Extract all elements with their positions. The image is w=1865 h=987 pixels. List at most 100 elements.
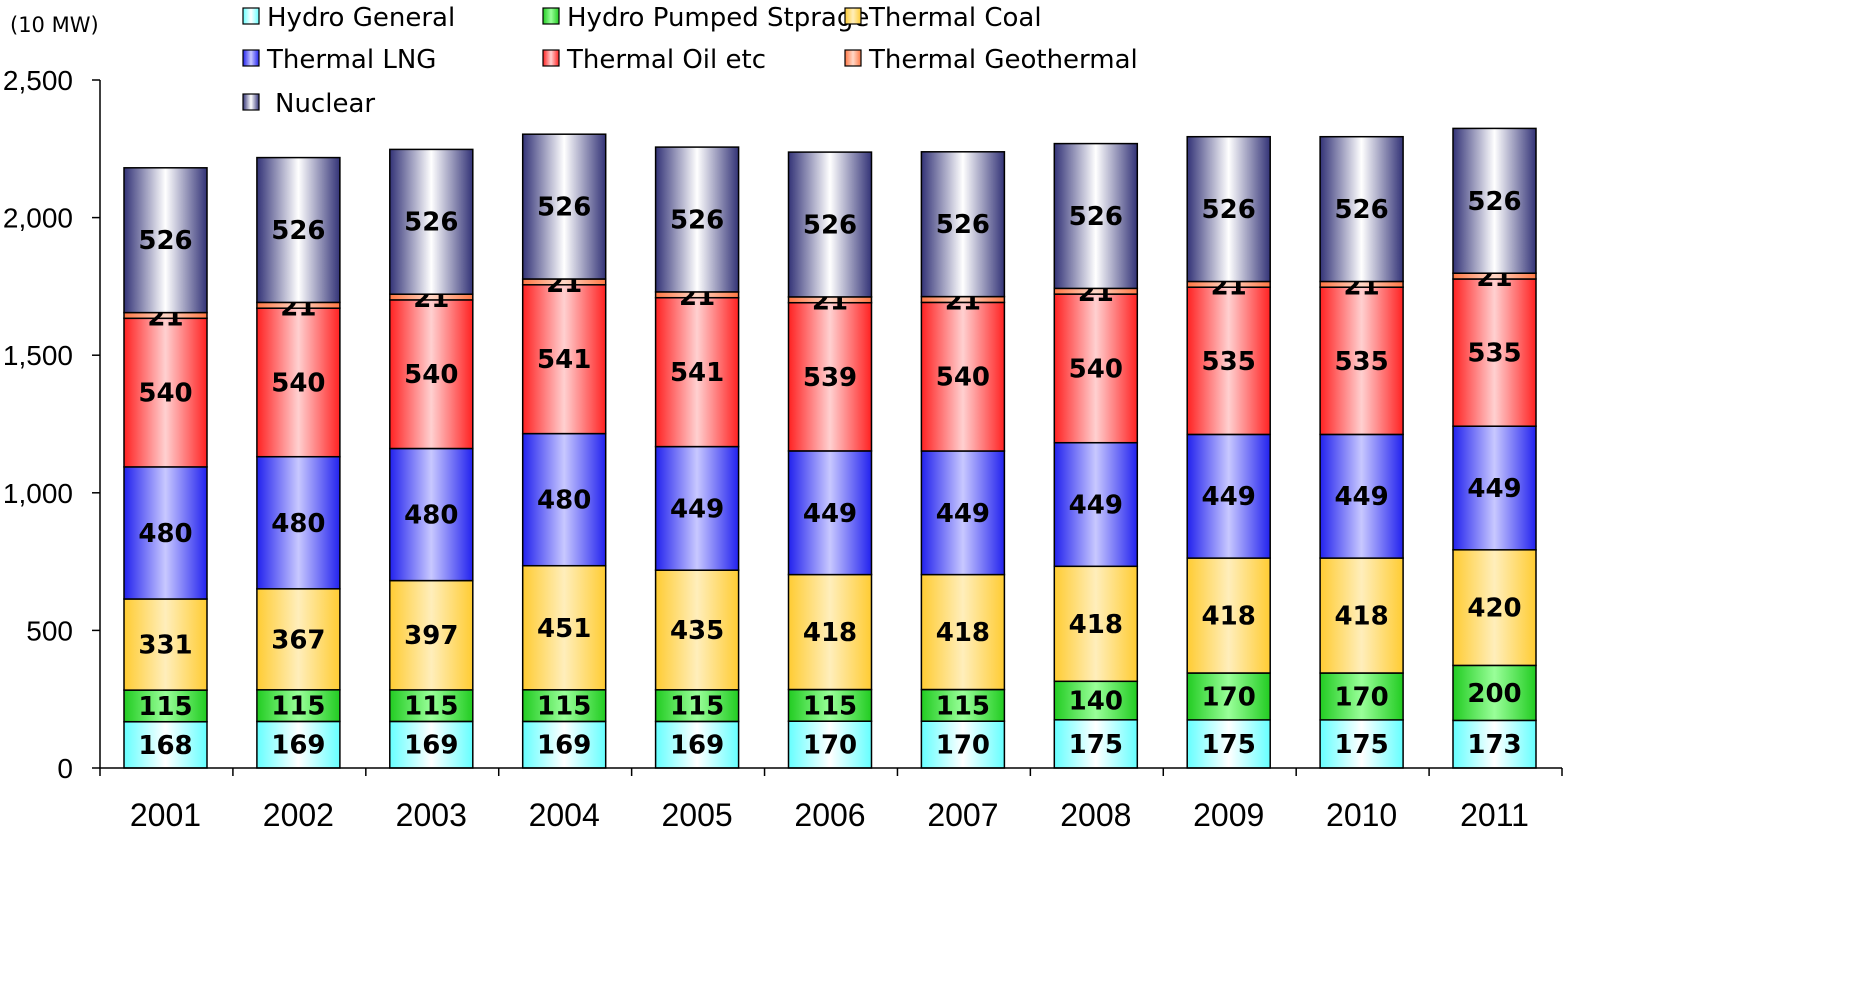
legend-swatch-thermal-coal: [844, 7, 862, 25]
bar-segment-nuclear-2007: [920, 151, 1006, 298]
legend-label-nuclear: Nuclear: [275, 89, 375, 119]
legend-swatch-thermal-geothermal: [844, 49, 862, 67]
data-label-hydro-pumped-stprage-2004: 115: [537, 692, 591, 722]
bar-segment-nuclear-2009: [1186, 135, 1271, 283]
bar-segment-hydro-general-2005: [654, 720, 740, 769]
bar-segment-hydro-general-2001: [123, 721, 208, 769]
x-tick-label-2002: 2002: [263, 797, 334, 833]
data-label-nuclear-2001: 526: [138, 226, 192, 256]
data-label-thermal-coal-2007: 418: [936, 618, 990, 648]
data-label-thermal-oil-etc-2008: 540: [1069, 354, 1123, 384]
data-label-thermal-oil-etc-2001: 540: [138, 379, 192, 409]
x-tick-label-2006: 2006: [794, 797, 865, 833]
data-label-thermal-lng-2006: 449: [803, 499, 857, 529]
data-label-hydro-pumped-stprage-2003: 115: [404, 692, 458, 722]
bar-segment-thermal-lng-2001: [123, 466, 208, 600]
bar-segment-thermal-lng-2003: [389, 447, 474, 582]
bar-segment-thermal-lng-2002: [256, 455, 341, 590]
legend: Hydro General Hydro Pumped Stprage Thermal…: [242, 3, 1138, 119]
legend-swatch-thermal-oil-etc: [542, 49, 560, 67]
data-label-hydro-general-2011: 173: [1467, 730, 1521, 760]
data-label-nuclear-2008: 526: [1069, 202, 1123, 232]
bar-segment-hydro-pumped-stprage-2005: [654, 689, 740, 723]
bar-segment-thermal-oil-etc-2010: [1319, 286, 1404, 436]
bar-segment-thermal-coal-2006: [787, 573, 873, 691]
data-label-hydro-pumped-stprage-2010: 170: [1334, 682, 1388, 712]
bar-segment-nuclear-2005: [654, 146, 740, 293]
y-tick-label: 2,000: [3, 203, 73, 234]
data-label-thermal-coal-2001: 331: [138, 631, 192, 661]
data-label-thermal-coal-2003: 397: [404, 621, 458, 651]
bar-segment-hydro-pumped-stprage-2007: [920, 688, 1006, 722]
bar-segment-nuclear-2003: [389, 148, 474, 295]
data-label-thermal-lng-2003: 480: [404, 501, 458, 531]
legend-swatch-nuclear: [242, 93, 260, 111]
bar-segment-hydro-pumped-stprage-2001: [123, 689, 208, 723]
data-label-hydro-general-2010: 175: [1334, 730, 1388, 760]
bar-segment-nuclear-2006: [787, 151, 873, 298]
bar-segment-hydro-general-2008: [1053, 719, 1139, 769]
data-label-thermal-lng-2001: 480: [138, 519, 192, 549]
data-label-thermal-coal-2005: 435: [670, 616, 724, 646]
bar-segment-hydro-general-2009: [1186, 719, 1271, 769]
x-tick-label-2009: 2009: [1193, 797, 1264, 833]
bar-segment-thermal-coal-2010: [1319, 557, 1404, 674]
bar-segment-hydro-pumped-stprage-2011: [1452, 664, 1537, 722]
bar-segment-thermal-oil-etc-2009: [1186, 286, 1271, 436]
x-tick-label-2004: 2004: [529, 797, 600, 833]
bar-segment-thermal-coal-2002: [256, 588, 341, 691]
bar-segment-hydro-pumped-stprage-2009: [1186, 672, 1271, 721]
x-tick-label-2007: 2007: [927, 797, 998, 833]
y-tick-label: 0: [57, 753, 73, 784]
bar-segment-thermal-oil-etc-2002: [256, 307, 341, 458]
legend-label-thermal-coal: Thermal Coal: [868, 3, 1042, 33]
data-label-thermal-oil-etc-2005: 541: [670, 358, 724, 388]
data-label-nuclear-2005: 526: [670, 206, 724, 236]
data-label-hydro-general-2002: 169: [271, 731, 325, 761]
x-tick-label-2010: 2010: [1326, 797, 1397, 833]
bar-segment-thermal-coal-2003: [389, 579, 474, 691]
data-label-hydro-general-2007: 170: [936, 731, 990, 761]
bar-segment-nuclear-2001: [123, 167, 208, 314]
data-label-thermal-lng-2011: 449: [1467, 474, 1521, 504]
y-tick-label: 1,500: [3, 340, 73, 371]
legend-label-thermal-oil-etc: Thermal Oil etc: [566, 45, 766, 75]
data-label-nuclear-2007: 526: [936, 210, 990, 240]
y-tick-label: 2,500: [3, 65, 73, 96]
data-label-hydro-general-2001: 168: [138, 731, 192, 761]
data-label-thermal-oil-etc-2007: 540: [936, 363, 990, 393]
bar-segment-thermal-coal-2011: [1452, 549, 1537, 667]
data-label-hydro-pumped-stprage-2001: 115: [138, 692, 192, 722]
data-label-thermal-coal-2002: 367: [271, 625, 325, 655]
bar-segment-thermal-oil-etc-2003: [389, 299, 474, 450]
data-label-hydro-general-2006: 170: [803, 731, 857, 761]
data-label-hydro-pumped-stprage-2009: 170: [1202, 682, 1256, 712]
data-label-thermal-coal-2011: 420: [1467, 594, 1521, 624]
bar-segment-hydro-pumped-stprage-2008: [1053, 680, 1139, 721]
bar-segment-thermal-coal-2005: [654, 569, 740, 691]
data-label-thermal-oil-etc-2010: 535: [1334, 347, 1388, 377]
bar-segment-hydro-pumped-stprage-2004: [521, 689, 607, 723]
legend-swatch-thermal-lng: [242, 49, 260, 67]
bar-segment-thermal-oil-etc-2008: [1053, 293, 1139, 444]
data-label-hydro-pumped-stprage-2007: 115: [936, 691, 990, 721]
y-tick-label: 500: [26, 615, 73, 646]
bar-segment-hydro-general-2007: [920, 720, 1006, 769]
legend-swatch-hydro-general: [242, 7, 260, 25]
data-label-thermal-lng-2010: 449: [1334, 482, 1388, 512]
x-tick-label-2003: 2003: [396, 797, 467, 833]
data-label-hydro-general-2004: 169: [537, 731, 591, 761]
data-label-hydro-general-2005: 169: [670, 731, 724, 761]
data-label-hydro-pumped-stprage-2006: 115: [803, 691, 857, 721]
data-label-thermal-lng-2005: 449: [670, 494, 724, 524]
data-label-thermal-oil-etc-2009: 535: [1202, 347, 1256, 377]
data-label-hydro-general-2003: 169: [404, 731, 458, 761]
x-tick-label-2011: 2011: [1460, 797, 1529, 833]
data-label-thermal-oil-etc-2002: 540: [271, 368, 325, 398]
data-label-thermal-oil-etc-2006: 539: [803, 363, 857, 393]
legend-label-thermal-geothermal: Thermal Geothermal: [868, 45, 1138, 75]
legend-label-hydro-pumped-stprage: Hydro Pumped Stprage: [567, 3, 869, 33]
